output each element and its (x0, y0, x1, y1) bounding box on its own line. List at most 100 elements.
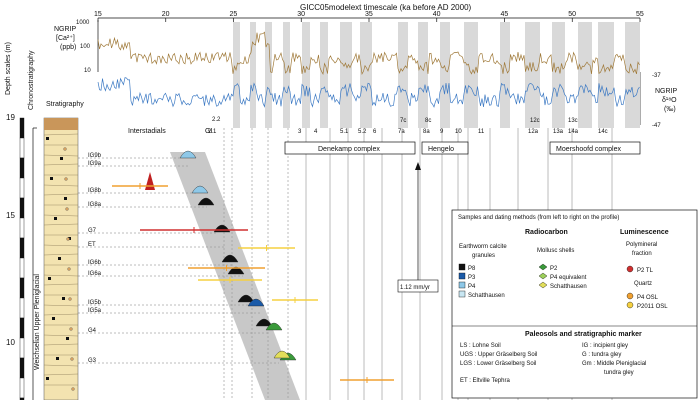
legend-polymineral-2: fraction (632, 251, 652, 257)
gi-number: 12c (530, 118, 540, 124)
gi-number: 12a (528, 129, 539, 135)
sample-marker (66, 337, 69, 340)
legend-mollusc: Mollusc shells (537, 248, 574, 254)
profile-marks (43, 133, 79, 391)
horizon-label: IG6a (88, 271, 102, 277)
legend-swatch (626, 301, 634, 309)
depth-segment (19, 397, 25, 400)
top-tick-label: 15 (94, 11, 102, 18)
top-tick-label: 45 (501, 11, 509, 18)
denekamp-box (284, 141, 416, 155)
gi-number: 2.2 (212, 117, 221, 123)
top-tick-label: 30 (297, 11, 305, 18)
paleosol-lgs: LGS : Lower Gräselberg Soil (460, 361, 536, 367)
sample-marker (54, 217, 57, 220)
ca-tick-1000: 1000 (76, 20, 90, 26)
tl-peak (145, 172, 155, 190)
horizon-label: IG5b (88, 300, 102, 306)
legend-item-label: P2011 OSL (637, 304, 668, 310)
ngrip-o18-axis: -37 -47 NGRIP δ¹⁸O (‰) (639, 72, 678, 129)
legend-radiocarbon: Radiocarbon (525, 229, 568, 236)
luminescence-error-bars (112, 183, 394, 383)
horizon-label: IG9a (88, 161, 102, 167)
gi-number: 14c (598, 129, 608, 135)
depth-tick-15: 15 (6, 211, 15, 220)
age-peak (179, 150, 197, 159)
complex-boxes: Denekamp complex Hengelo Moershoofd comp… (284, 141, 641, 155)
chronostratigraphy-label: Chronostratigraphy (28, 50, 35, 110)
top-tick-label: 55 (636, 11, 644, 18)
top-axis: GICC05modelext timescale (ka before AD 2… (94, 3, 644, 22)
depth-segment (19, 137, 25, 159)
horizon-label: IG8a (88, 202, 102, 208)
age-peak (247, 298, 265, 307)
legend-earthworm-1: Earthworm calcite (459, 244, 507, 250)
legend-item-label: Schatthausen (550, 284, 587, 290)
interstadial-band (525, 22, 540, 128)
age-peak (227, 266, 245, 275)
legend-box: Samples and dating methods (from left to… (451, 209, 698, 399)
depth-axis: 19 15 10 (6, 113, 25, 400)
legend-item-label: P2 (550, 266, 558, 272)
top-tick-label: 25 (230, 11, 238, 18)
depth-segment (19, 177, 25, 199)
legend-item-label: P8 (468, 266, 476, 272)
age-peak (221, 254, 239, 263)
gi-number: 3 (298, 129, 302, 135)
paleosol-ugs: UGS : Upper Gräselberg Soil (460, 352, 537, 358)
gi-number: 10 (455, 129, 462, 135)
top-tick-label: 40 (433, 11, 441, 18)
legend-item-label: P3 (468, 275, 476, 281)
moershoofd-box (549, 141, 641, 155)
ngrip-o18-label-1: NGRIP (655, 88, 678, 95)
gi-number: 8c (425, 118, 431, 124)
paleosol-ls: LS : Lohne Soil (460, 343, 501, 349)
horizon-label: IG9b (88, 153, 102, 159)
legend-quartz: Quartz (634, 281, 652, 287)
interstadial-band (302, 22, 310, 128)
depth-tick-10: 10 (6, 338, 15, 347)
legend-polymineral-1: Polymineral (626, 242, 657, 248)
sample-marker (62, 297, 65, 300)
ngrip-ca-label-2: [Ca²⁺] (56, 35, 75, 42)
horizon-label: IG6b (88, 260, 102, 266)
sample-age-distributions (145, 150, 297, 361)
horizon-label: G7 (88, 228, 97, 234)
depth-segment (19, 257, 25, 279)
denekamp-label: Denekamp complex (318, 146, 380, 153)
top-axis-ticks: 15 20 25 30 35 40 45 50 55 (94, 11, 644, 22)
ngrip-ca-label-3: (ppb) (60, 44, 76, 51)
hengelo-box (421, 141, 469, 155)
interstadial-band (283, 22, 290, 128)
legend-swatch (458, 263, 466, 271)
sample-marker (46, 377, 49, 380)
paleosol-gm: Gm : Middle Pleniglacial (582, 361, 646, 367)
gi-number: 7a (398, 129, 405, 135)
sample-marker (50, 177, 53, 180)
legend-swatch (538, 263, 548, 271)
sample-marker (46, 137, 49, 140)
gi-number: 5.1 (340, 129, 349, 135)
sample-marker (64, 197, 67, 200)
legend-swatch (626, 292, 634, 300)
legend-swatch (458, 272, 466, 280)
legend-title: Samples and dating methods (from left to… (458, 215, 619, 221)
unit-label: Weichselian Upper Pleniglacial (34, 274, 41, 370)
depth-segment (19, 297, 25, 319)
horizon-label: G3 (88, 358, 97, 364)
interstadial-band (418, 22, 428, 128)
legend-item-label: P2 TL (637, 268, 654, 274)
top-axis-title: GICC05modelext timescale (ka before AD 2… (300, 3, 472, 12)
rate-label: 1.12 mm/yr (400, 285, 430, 291)
depth-segment (19, 117, 25, 139)
interstadial-band (578, 22, 592, 128)
gi-number: 11 (478, 129, 485, 135)
age-peak (191, 185, 209, 194)
ngrip-ca-axis: NGRIP [Ca²⁺] (ppb) 1000 100 10 (54, 20, 99, 74)
gi-label: GI (205, 128, 212, 135)
gi-number: 13a (553, 129, 564, 135)
gi-number: 13c (568, 118, 578, 124)
legend-item-label: Schatthausen (468, 293, 505, 299)
ngrip-o18-label-3: (‰) (664, 106, 676, 113)
